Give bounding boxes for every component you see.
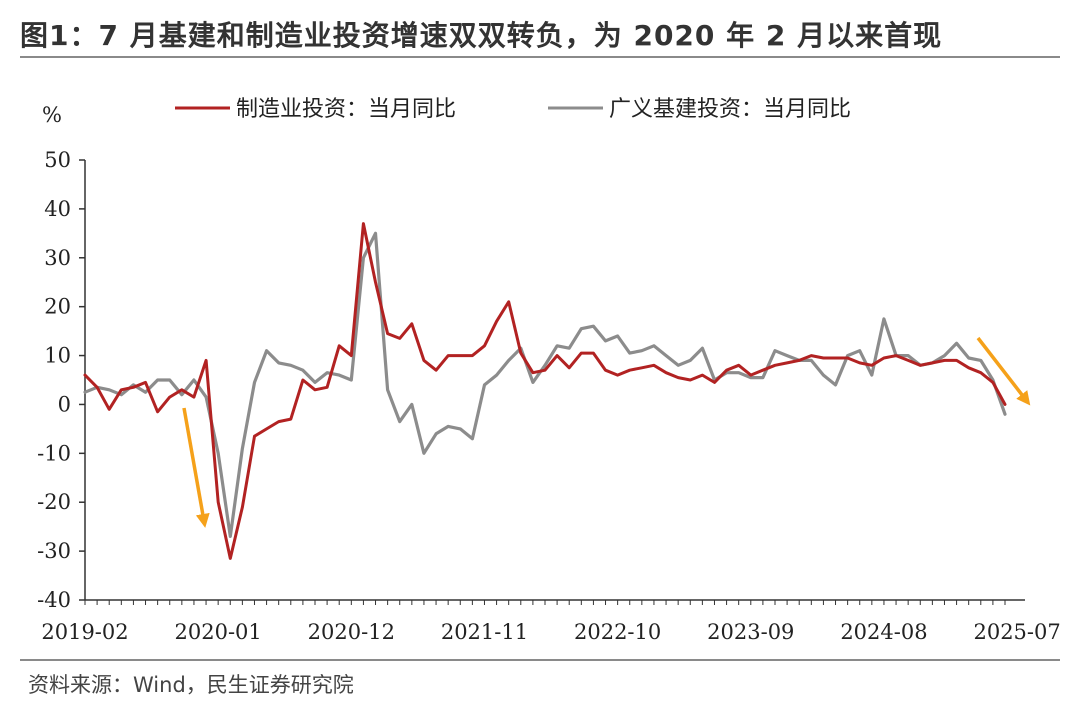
y-tick-label: 40 [44, 197, 71, 221]
x-tick-label: 2023-09 [707, 620, 794, 644]
chart-series [83, 222, 1007, 560]
y-tick-label: -20 [37, 490, 71, 514]
arrow-2025-drop [976, 336, 1031, 406]
title-rule [20, 56, 1060, 58]
y-tick-label: 10 [44, 344, 71, 368]
y-tick-label: -40 [37, 588, 71, 612]
line-chart: 制造业投资：当月同比 广义基建投资：当月同比 % 50 40 30 20 10 0 -10 -2… [37, 97, 1061, 644]
chart-axes: 50 40 30 20 10 0 -10 -20 -30 -40 2019-02 2020-01 202… [37, 148, 1061, 644]
x-tick-label: 2021-11 [441, 620, 528, 644]
x-tick-label: 2019-02 [41, 620, 128, 644]
x-tick-label: 2024-08 [840, 620, 927, 644]
y-tick-label: -30 [37, 539, 71, 563]
y-tick-label: 50 [44, 148, 71, 172]
x-tick-label: 2020-01 [175, 620, 262, 644]
source-rule [20, 659, 1060, 661]
y-tick-label: -10 [37, 441, 71, 465]
series-group-1 [83, 222, 1007, 560]
series-group-2 [83, 231, 1007, 539]
x-tick-label: 2022-10 [574, 620, 661, 644]
y-axis-unit-label: % [42, 103, 62, 127]
figure-title: 图1：7 月基建和制造业投资增速双双转负，为 2020 年 2 月以来首现 [20, 19, 943, 52]
y-tick-label: 30 [44, 246, 71, 270]
arrow-2020-drop [182, 407, 210, 528]
legend-label-1: 制造业投资：当月同比 [236, 97, 456, 122]
x-tick-label: 2020-12 [308, 620, 395, 644]
source-note: 资料来源：Wind，民生证券研究院 [28, 673, 354, 697]
series-line-2 [83, 231, 1007, 539]
chart-legend: 制造业投资：当月同比 广义基建投资：当月同比 [175, 97, 851, 122]
series-line-1 [83, 222, 1007, 560]
legend-label-2: 广义基建投资：当月同比 [609, 97, 851, 122]
y-tick-label: 0 [58, 392, 71, 416]
chart-annotations [182, 336, 1031, 528]
y-tick-label: 20 [44, 295, 71, 319]
x-tick-label: 2025-07 [973, 620, 1060, 644]
